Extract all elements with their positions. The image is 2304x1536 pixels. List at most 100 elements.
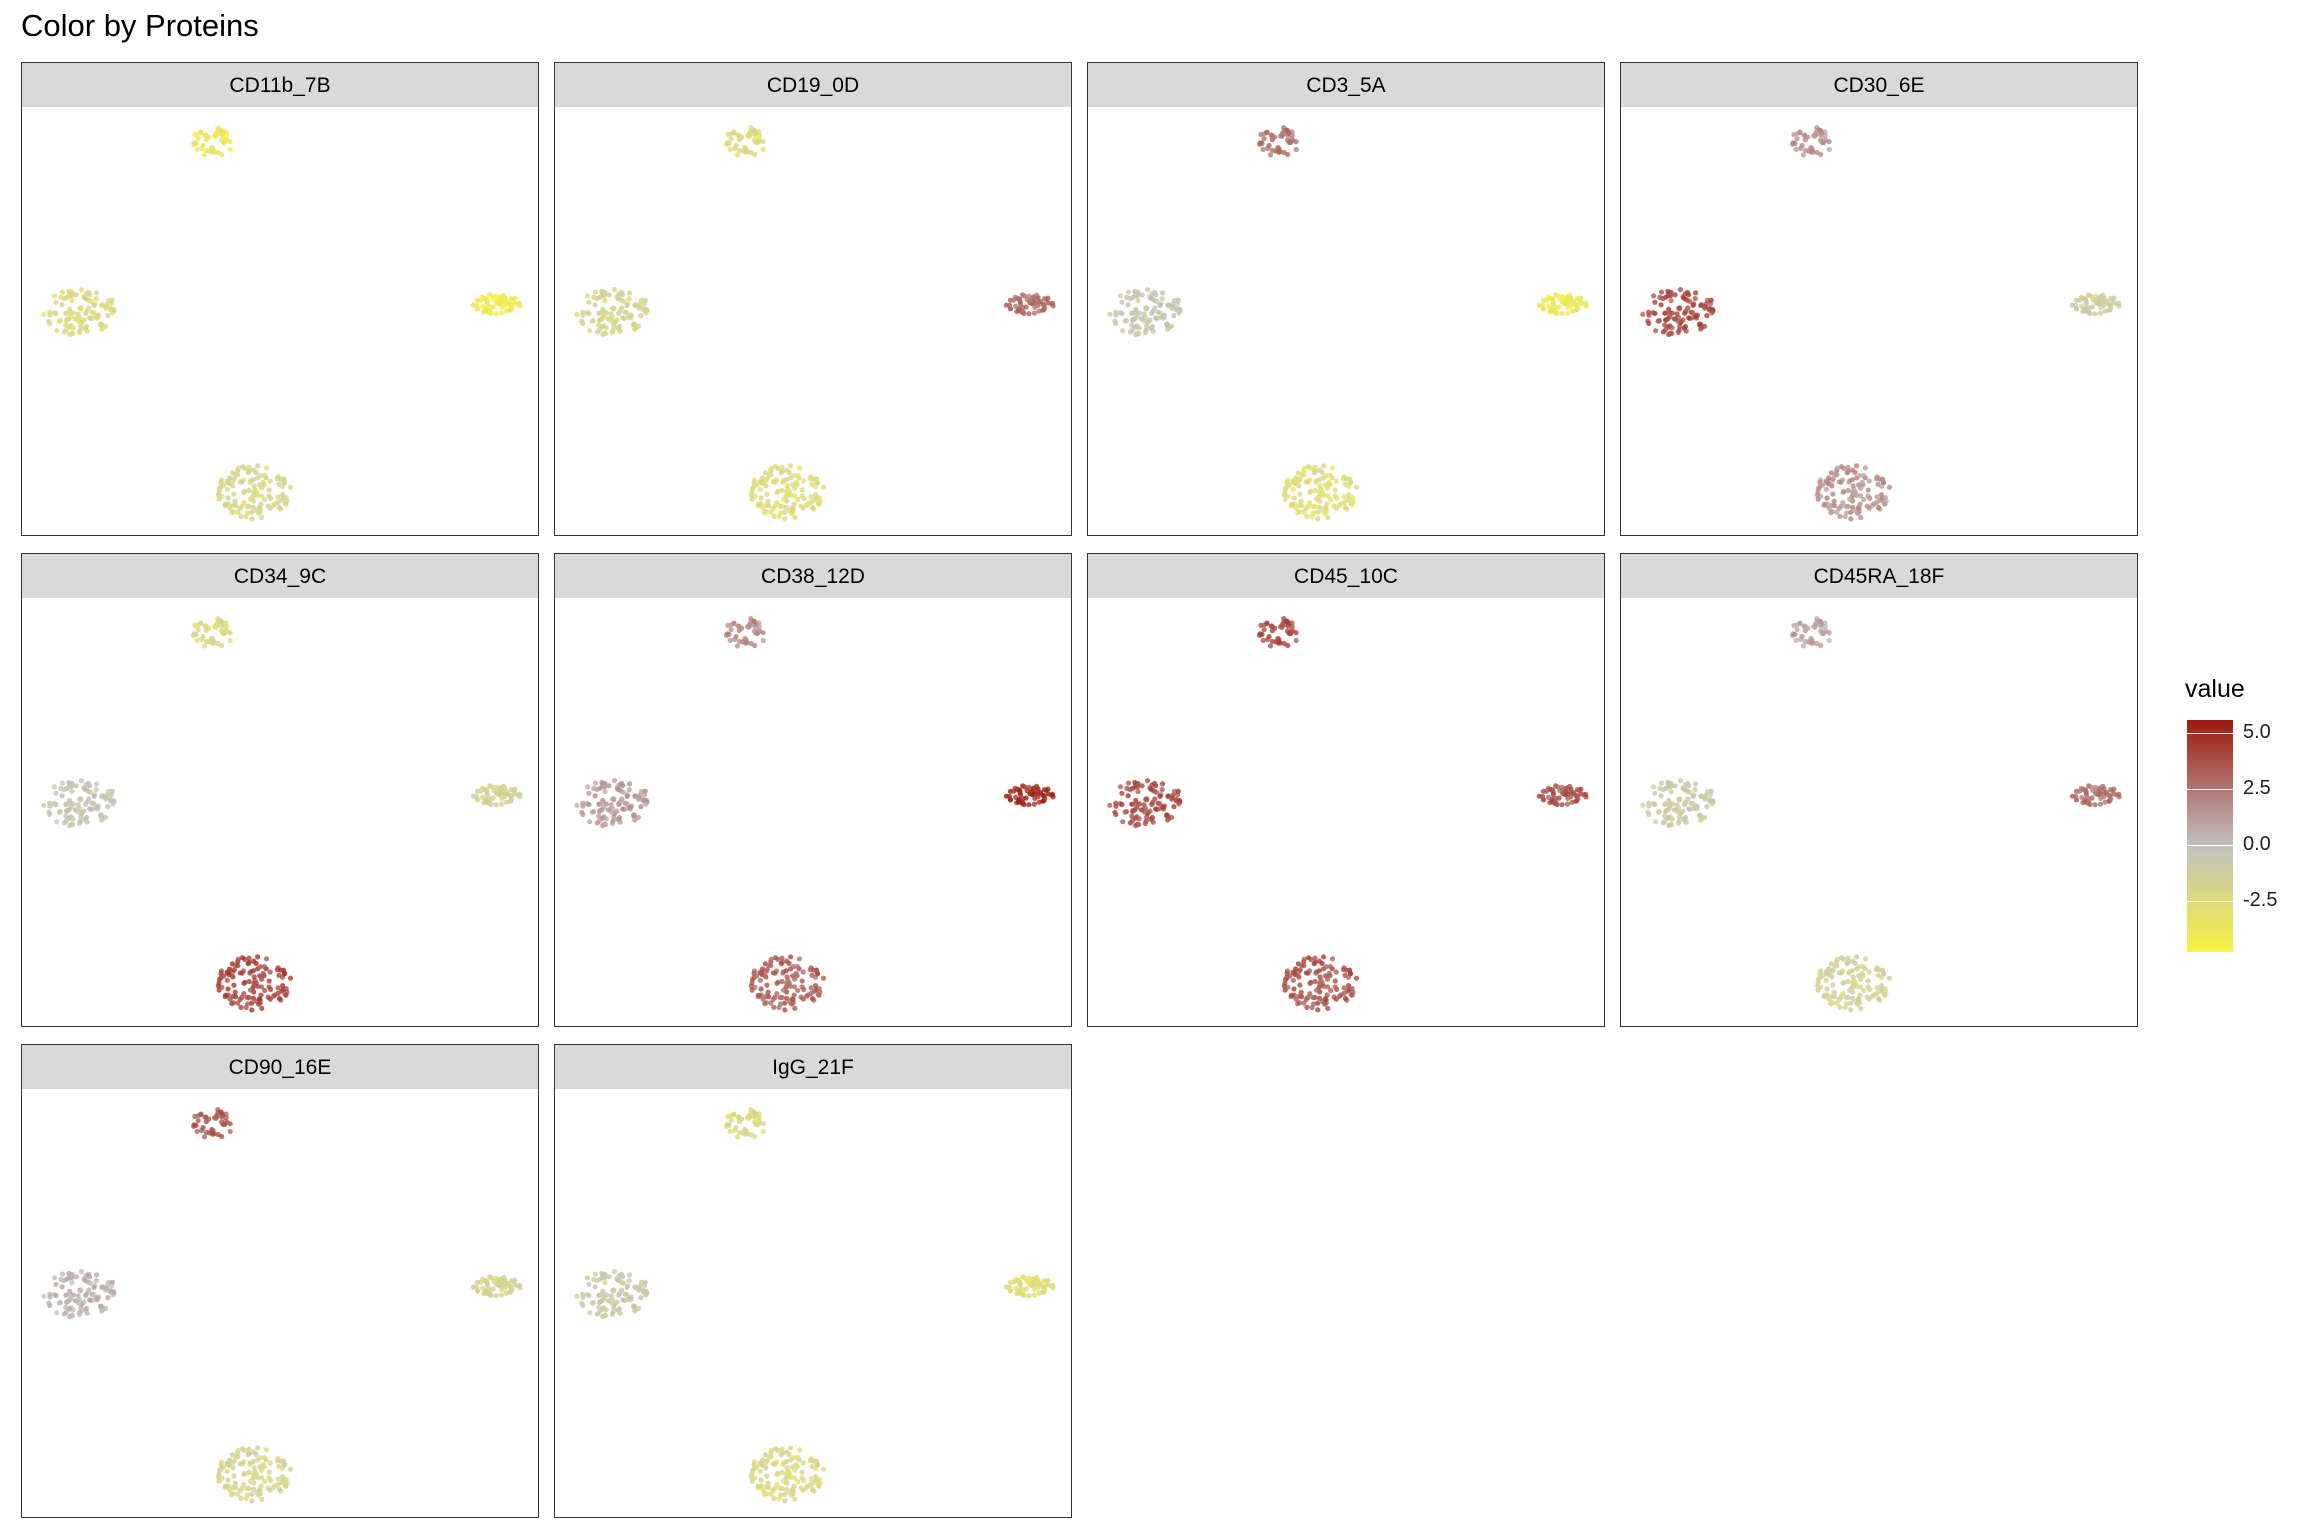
cell-point <box>73 316 79 322</box>
cell-point <box>1687 298 1693 304</box>
cell-point <box>1017 791 1023 798</box>
cell-point <box>215 1131 221 1138</box>
cell-point <box>1346 967 1353 973</box>
cell-point <box>1119 299 1125 305</box>
cell-point <box>105 313 111 319</box>
cell-point <box>1675 329 1681 336</box>
cell-point <box>86 1271 92 1277</box>
cell-point <box>774 500 780 506</box>
cell-point <box>1698 817 1704 823</box>
cell-point <box>788 983 794 989</box>
cell-point <box>251 974 257 980</box>
cell-point <box>2092 311 2098 317</box>
cell-point <box>215 1474 221 1480</box>
cell-point <box>592 302 598 308</box>
cell-point <box>779 978 785 985</box>
cell-point <box>276 995 282 1002</box>
cell-point <box>275 985 281 991</box>
cell-point <box>61 786 67 793</box>
cell-point <box>627 313 633 319</box>
cell-point <box>1662 801 1668 807</box>
cell-point <box>279 497 285 503</box>
cell-point <box>1144 306 1150 312</box>
cell-point <box>727 1128 733 1134</box>
cell-point <box>1175 297 1181 303</box>
cell-point <box>1682 323 1689 330</box>
cluster-top <box>190 616 233 649</box>
cell-point <box>1284 127 1290 133</box>
cell-point <box>1866 996 1872 1002</box>
cell-point <box>772 464 779 470</box>
cell-point <box>1142 329 1148 336</box>
cell-point <box>1136 331 1142 337</box>
cell-point <box>1007 1288 1014 1294</box>
cell-point <box>499 1282 505 1288</box>
cell-point <box>215 640 221 647</box>
legend-tick-label: 2.5 <box>2243 777 2271 800</box>
cell-point <box>1826 637 1832 644</box>
cell-point <box>804 1484 810 1490</box>
cell-point <box>584 1275 591 1281</box>
cell-point <box>792 976 798 982</box>
cell-point <box>105 1279 112 1285</box>
cell-point <box>201 643 208 649</box>
cell-point <box>266 978 272 984</box>
cell-point <box>509 305 515 311</box>
cell-point <box>1693 781 1699 787</box>
cell-point <box>1282 977 1289 983</box>
cell-point <box>1148 786 1154 792</box>
cell-point <box>636 305 642 311</box>
cell-point <box>1874 499 1880 505</box>
cell-point <box>755 1483 762 1489</box>
cell-point <box>1332 487 1338 493</box>
cell-point <box>1669 816 1675 822</box>
cell-point <box>2098 300 2104 306</box>
cell-point <box>1311 510 1317 516</box>
cell-point <box>1341 990 1347 996</box>
cell-point <box>616 1292 622 1298</box>
cell-point <box>1866 478 1872 484</box>
cell-point <box>1799 142 1805 149</box>
cell-point <box>245 510 251 516</box>
cluster-right <box>1003 783 1056 808</box>
cell-point <box>725 622 731 628</box>
facet-panel: CD38_12D <box>554 553 1072 1042</box>
cell-point <box>2087 801 2093 808</box>
scatter-svg <box>574 1107 1056 1504</box>
cell-point <box>1854 463 1860 469</box>
cell-point <box>1317 974 1323 980</box>
cell-point <box>250 477 256 483</box>
cell-point <box>624 793 630 799</box>
cell-point <box>1337 993 1343 999</box>
cell-point <box>619 780 625 786</box>
cell-point <box>808 1481 814 1487</box>
cell-point <box>1570 789 1577 796</box>
cell-point <box>504 789 511 796</box>
cell-point <box>1290 486 1296 492</box>
cell-point <box>1316 995 1323 1001</box>
cell-point <box>1578 786 1584 792</box>
cell-point <box>1037 1280 1044 1287</box>
cell-point <box>1293 146 1299 153</box>
cell-point <box>813 1458 820 1464</box>
cell-point <box>1296 483 1302 489</box>
cell-point <box>1122 809 1128 815</box>
facet-panel: CD90_16E <box>21 1044 539 1533</box>
cell-point <box>1848 516 1854 522</box>
cell-point <box>483 308 489 314</box>
cell-point <box>266 1475 272 1481</box>
cell-point <box>1549 799 1555 805</box>
scatter-svg <box>574 125 1056 522</box>
cell-point <box>1132 288 1138 294</box>
cell-point <box>271 993 277 999</box>
cell-point <box>600 312 607 318</box>
cell-point <box>215 149 221 156</box>
cell-point <box>624 310 630 316</box>
cell-point <box>1645 318 1651 324</box>
cell-point <box>261 963 267 970</box>
cell-point <box>59 793 65 799</box>
cell-point <box>1011 788 1017 794</box>
cell-point <box>1349 986 1355 992</box>
cell-point <box>627 1272 633 1278</box>
cell-point <box>1122 318 1128 324</box>
